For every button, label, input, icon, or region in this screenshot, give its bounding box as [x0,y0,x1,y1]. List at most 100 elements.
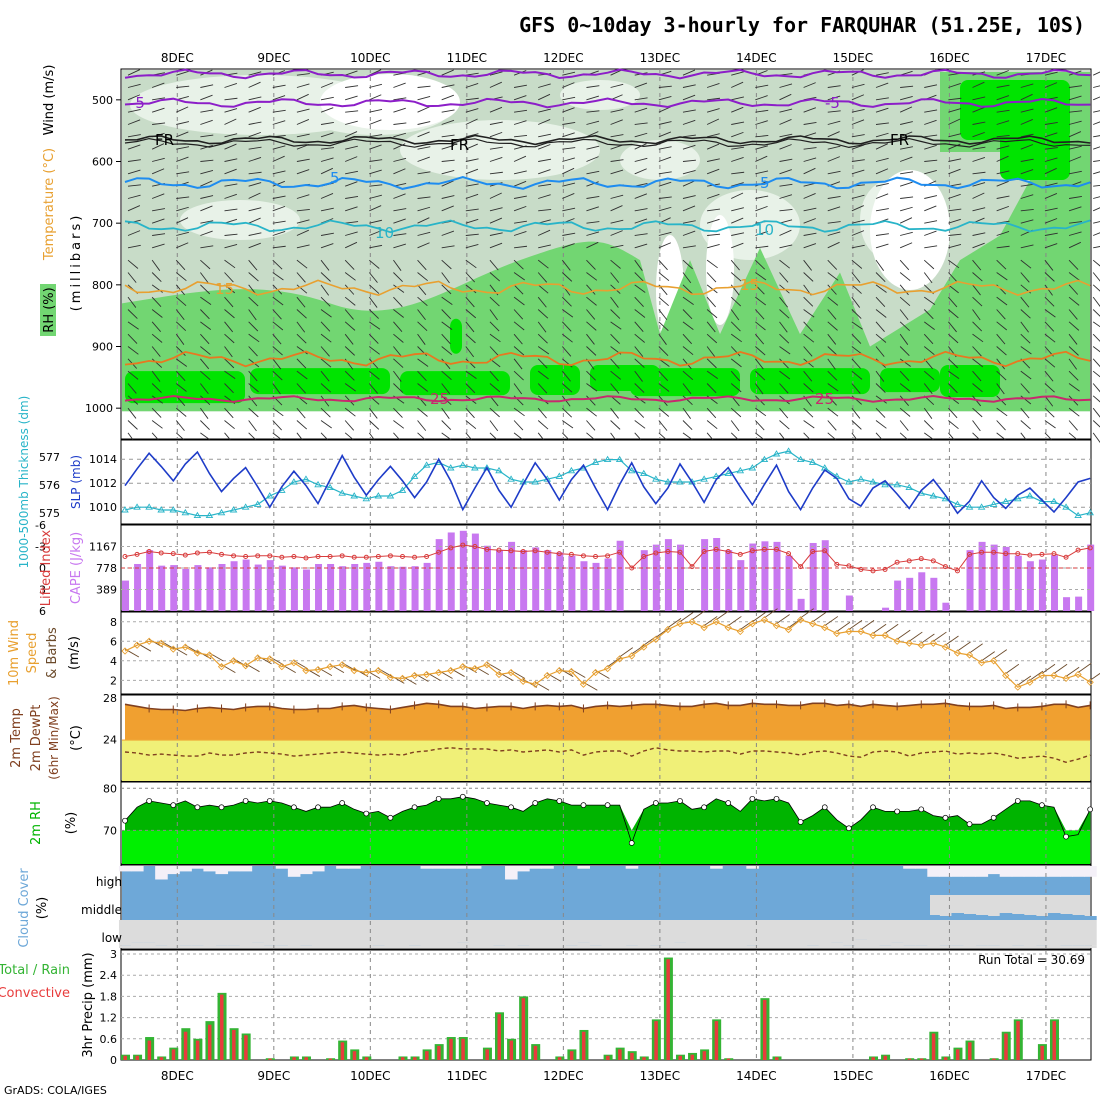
wind-barb [369,244,383,249]
wind-barb [706,346,716,358]
wind-barb [417,242,430,249]
cloud-low-bar [975,945,989,948]
wind-barb [731,71,744,76]
wind-barb [827,206,841,212]
cape-bar [906,577,914,611]
wind-barb [175,383,187,392]
wind-barb [730,346,741,357]
sfc-wind-barb [679,612,694,623]
cloud-clear-cell [215,866,229,875]
sfc-wind-barb [836,621,851,632]
wind-barb [369,169,382,175]
precip-convective-bar [654,1021,658,1060]
wind-barb [562,243,575,249]
wind-barb [731,96,745,101]
cloud-label: Cloud Cover [17,868,32,948]
wind-barb [1044,420,1056,429]
wind-barb [441,284,452,295]
wind-barb [1044,321,1055,332]
wind-barb [851,395,862,405]
cloud-low-bar [191,945,204,948]
li-point [773,546,779,552]
precip-convective-bar [364,1057,369,1060]
cloud-low-bar [565,945,578,948]
wind-barb [296,296,306,308]
wind-barb [1020,144,1034,150]
wind-barb [272,231,286,236]
rh2m-point [821,804,828,811]
wind-barb [513,84,527,88]
temp2m-label-3: (6hr Min/Max) [47,696,61,780]
wind-barb [682,134,696,138]
rh2m-point [484,800,490,806]
wind-barb [248,146,262,150]
wind-barb [465,358,476,369]
wind-barb [779,229,792,236]
date-label-bottom: 12DEC [543,1069,583,1083]
wind-barb [368,407,378,419]
cloud-low-bar [179,945,192,948]
thickness-point [977,503,986,510]
wind-barb [465,158,479,162]
cloud-clear-cell [191,866,204,869]
precip-convective-bar [606,1055,610,1060]
wind-barb [441,370,452,381]
thickness-point [217,508,226,516]
wind-barb [393,407,403,418]
wind-barb [296,333,307,344]
wind-barb [851,169,865,175]
wind-barb [224,108,238,113]
wind-barb [465,259,477,269]
wind-barb [176,196,190,199]
wind-barb [1068,131,1082,138]
cloud-clear-cell [529,866,542,869]
precip-convective-bar [690,1054,695,1060]
wind-barb [610,383,620,394]
date-label-top: 14DEC [736,51,776,65]
wind-barb [851,358,861,369]
wind-barb [1044,358,1056,368]
li-point [303,555,309,561]
wind-barb [755,95,768,101]
wind-barb [755,109,769,113]
cloud-clear-cell [987,920,1001,946]
wind-barb [1092,321,1100,328]
wind-barb [296,370,308,380]
cape-bar [423,562,431,611]
cloud-low-bar [408,945,422,948]
wind-barb [248,346,258,357]
wind-barb [827,272,839,281]
wind10m-point [1014,683,1022,691]
precip-convective-bar [883,1055,888,1060]
cloud-clear-cell [746,920,759,946]
wind-barb [441,94,454,101]
wind-barb [344,241,358,249]
wind-barb [706,168,720,175]
thickness-point [615,455,624,463]
wind-barb [996,95,1010,101]
wind-barb [538,229,551,236]
rh2m-point [1087,806,1094,813]
thickness-point [893,480,901,488]
wind-barb [610,259,621,269]
wind-barb [779,209,793,212]
wind-barb [489,131,503,138]
wind-barb [1093,196,1100,199]
cloud-clear-cell [951,866,964,877]
thickness-point [145,503,153,510]
wind-barb [417,333,426,345]
wind-barb [634,309,646,318]
wind-barb [248,207,262,212]
cape-bar [230,561,238,611]
wind-barb [465,108,479,113]
wind-barb [924,230,937,236]
wind-barb [248,192,261,199]
wind-barb [417,196,431,199]
cape-tick-label: 778 [96,562,117,575]
wind-barb [730,309,740,321]
wind-barb [586,206,599,212]
rh-shading [122,69,1090,439]
li-point [653,550,659,556]
rh-saturated-patch [250,368,390,395]
